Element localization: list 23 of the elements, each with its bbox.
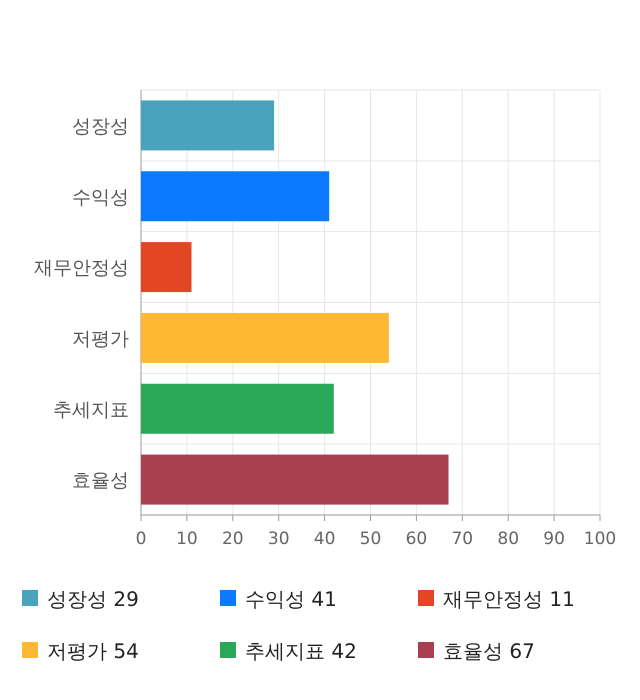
x-tick-label: 60 bbox=[406, 529, 428, 549]
x-tick-label: 70 bbox=[451, 529, 474, 549]
legend-label: 저평가 54 bbox=[47, 639, 139, 663]
legend-label: 수익성 41 bbox=[245, 587, 337, 611]
x-tick-label: 30 bbox=[268, 529, 290, 549]
y-tick-label: 성장성 bbox=[72, 115, 129, 138]
x-tick-label: 20 bbox=[222, 529, 244, 549]
y-tick-label: 추세지표 bbox=[53, 398, 129, 421]
x-tick-label: 90 bbox=[543, 529, 565, 549]
x-tick-label: 0 bbox=[136, 529, 146, 549]
legend-label: 재무안정성 11 bbox=[443, 587, 575, 611]
x-tick-label: 100 bbox=[584, 529, 616, 549]
y-tick-label: 수익성 bbox=[72, 186, 129, 208]
legend-label: 성장성 29 bbox=[47, 587, 139, 611]
legend-label: 추세지표 42 bbox=[245, 639, 357, 663]
x-tick-label: 80 bbox=[497, 529, 520, 549]
y-tick-label: 재무안정성 bbox=[34, 257, 129, 280]
x-tick-label: 50 bbox=[360, 529, 382, 549]
y-tick-label: 효율성 bbox=[72, 470, 129, 492]
x-tick-label: 10 bbox=[176, 529, 198, 549]
legend-label: 효율성 67 bbox=[443, 639, 535, 663]
x-tick-label: 40 bbox=[314, 529, 336, 549]
y-tick-label: 저평가 bbox=[72, 328, 129, 350]
